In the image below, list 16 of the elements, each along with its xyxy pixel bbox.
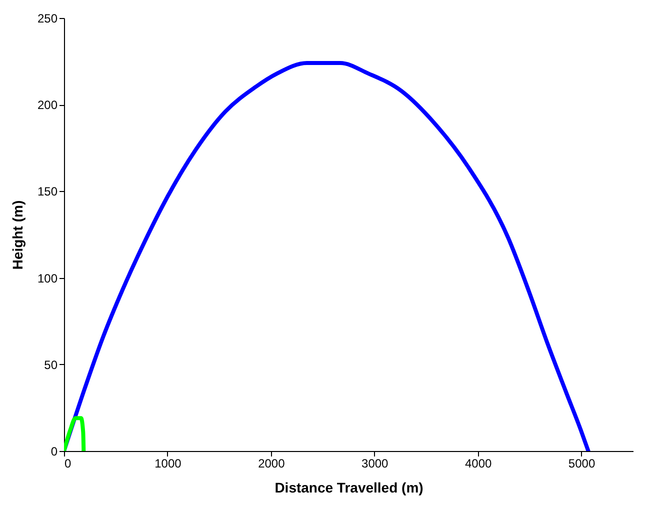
x-tick-label: 5000 [568,456,596,470]
line-series [64,61,590,451]
x-axis-title: Distance Travelled (m) [274,480,424,496]
line-series [64,416,86,451]
y-tick-label: 200 [37,98,58,112]
x-tick-label: 4000 [464,456,492,470]
y-axis-title: Height (m) [9,200,26,270]
y-tick-label: 250 [37,12,58,26]
y-tick-label: 0 [50,444,58,458]
x-tick-label: 1000 [154,456,182,470]
y-tick-label: 100 [37,271,58,286]
x-tick-label: 2000 [258,456,286,470]
x-tick-label: 0 [64,456,72,470]
y-tick-label: 150 [37,184,58,199]
x-tick-label: 3000 [362,456,389,470]
y-tick-label: 50 [44,358,58,372]
